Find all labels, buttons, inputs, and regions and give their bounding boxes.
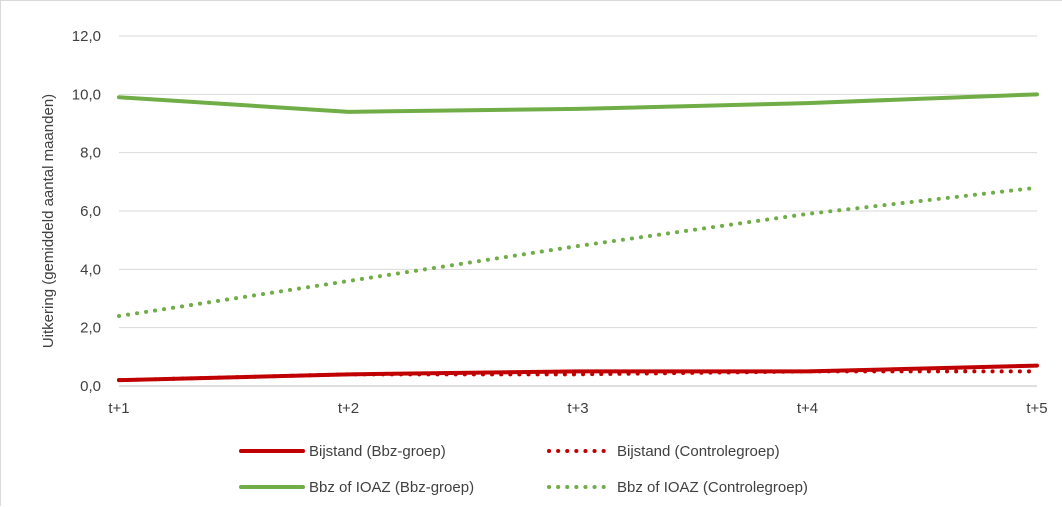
y-tick-label: 8,0 — [80, 145, 101, 162]
y-tick-label: 0,0 — [80, 378, 101, 395]
gridlines — [119, 36, 1037, 328]
y-tick-label: 6,0 — [80, 203, 101, 220]
series-lines — [119, 94, 1037, 380]
legend: Bijstand (Bbz-groep) Bijstand (Controlegr… — [241, 443, 808, 496]
legend-label: Bbz of IOAZ (Controlegroep) — [617, 479, 808, 496]
series-line-3 — [119, 188, 1037, 316]
x-tick-label: t+5 — [1026, 400, 1047, 417]
y-tick-label: 12,0 — [72, 28, 101, 45]
x-tick-label: t+2 — [338, 400, 359, 417]
y-tick-label: 4,0 — [80, 261, 101, 278]
x-tick-label: t+3 — [567, 400, 588, 417]
legend-label: Bijstand (Controlegroep) — [617, 443, 780, 460]
x-tick-label: t+1 — [108, 400, 129, 417]
legend-label: Bbz of IOAZ (Bbz-groep) — [309, 479, 474, 496]
legend-label: Bijstand (Bbz-groep) — [309, 443, 446, 460]
x-tick-label: t+4 — [797, 400, 818, 417]
y-axis-title: Uitkering (gemiddeld aantal maanden) — [40, 94, 57, 348]
y-tick-label: 2,0 — [80, 320, 101, 337]
series-line-2 — [119, 94, 1037, 112]
y-tick-label: 10,0 — [72, 86, 101, 103]
axes: 0,0 2,0 4,0 6,0 8,0 10,0 12,0 t+1 t+2 t+3 t+4 t+5 — [72, 28, 1048, 417]
